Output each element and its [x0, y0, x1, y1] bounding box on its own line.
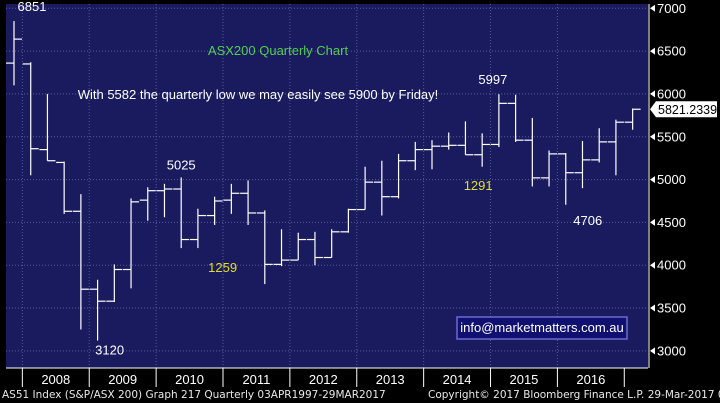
contact-box-frame — [456, 316, 628, 340]
ohlc-bar — [373, 160, 390, 216]
ohlc-bar — [256, 210, 273, 285]
annotation-label: 1291 — [464, 178, 493, 193]
ohlc-bar — [591, 128, 608, 163]
x-tick-label: 2009 — [108, 372, 137, 387]
annotation-label: 1259 — [208, 260, 237, 275]
gridlines — [6, 4, 648, 368]
y-tick-marker — [650, 4, 655, 12]
ohlc-bar — [457, 121, 474, 156]
ohlc-bar — [357, 166, 374, 211]
y-tick-label: 7000 — [657, 1, 686, 16]
ohlc-bar — [290, 232, 307, 261]
ohlc-bar — [507, 94, 524, 142]
ohlc-bar — [474, 133, 491, 167]
ohlc-bar — [106, 264, 123, 303]
x-axis-band — [0, 368, 720, 387]
contact-email[interactable]: info@marketmatters.com.au — [460, 320, 623, 335]
y-axis-band — [648, 0, 720, 387]
ohlc-bar — [541, 150, 558, 187]
annotation-label: 4706 — [573, 213, 602, 228]
ohlc-bar — [323, 229, 340, 259]
y-tick-label: 5000 — [657, 172, 686, 187]
ohlc-bar — [407, 141, 424, 171]
y-tick-marker — [650, 261, 655, 269]
ohlc-bar — [524, 117, 541, 187]
ohlc-bar — [390, 153, 407, 199]
annotation-label: 5025 — [167, 157, 196, 172]
y-tick-marker — [650, 47, 655, 55]
ohlc-bar — [206, 196, 223, 225]
ohlc-bar — [139, 187, 156, 221]
x-tick-label: 2012 — [309, 372, 338, 387]
x-tick-label: 2014 — [443, 372, 472, 387]
y-tick-marker — [650, 176, 655, 184]
ohlc-bar — [223, 183, 240, 214]
y-tick-marker — [650, 90, 655, 98]
footer: AS51 Index (S&P/ASX 200) Graph 217 Quart… — [0, 387, 720, 403]
plot-area — [6, 4, 648, 368]
y-tick-marker — [650, 304, 655, 312]
ohlc-bar — [306, 231, 323, 266]
ohlc-bar — [340, 208, 357, 233]
y-tick-label: 3000 — [657, 343, 686, 358]
y-tick-marker — [650, 347, 655, 355]
x-tick-label: 2008 — [41, 372, 70, 387]
annotation-label: 3120 — [95, 343, 124, 358]
ohlc-bar — [89, 279, 106, 341]
y-tick-label: 6500 — [657, 44, 686, 59]
x-tick-label: 2016 — [576, 372, 605, 387]
ohlc-bars — [6, 21, 641, 341]
footer-copyright: Copyright© 2017 Bloomberg Finance L.P. 2… — [428, 389, 720, 401]
last-value-tag: 5821.2339 — [650, 101, 717, 118]
ohlc-bar — [156, 183, 173, 218]
ohlc-bar — [6, 21, 22, 86]
ohlc-bar — [440, 132, 457, 150]
chart-title: ASX200 Quarterly Chart — [208, 43, 349, 58]
y-tick-label: 6000 — [657, 86, 686, 101]
contact-box[interactable]: info@marketmatters.com.au — [456, 316, 628, 340]
footer-source: AS51 Index (S&P/ASX 200) Graph 217 Quart… — [2, 389, 386, 401]
ohlc-bar — [72, 194, 89, 330]
annotation-label: 6851 — [18, 0, 47, 14]
ohlc-bar — [424, 140, 440, 170]
last-value-marker — [650, 101, 717, 118]
y-axis: 3000 3500 4000 4500 5000 5500 6000 6500 7000 — [648, 0, 720, 387]
ohlc-bar — [624, 108, 641, 130]
ohlc-bar — [189, 208, 206, 249]
annotation-label: 5997 — [478, 72, 507, 87]
x-tick-label: 2013 — [376, 372, 405, 387]
x-tick-label: 2015 — [509, 372, 538, 387]
annotations: 6851 3120 5025 1259 5997 1291 4706 — [18, 0, 603, 358]
x-tick-label: 2010 — [175, 372, 204, 387]
ohlc-bar — [39, 93, 56, 162]
ohlc-bar — [123, 198, 140, 289]
ohlc-bar — [173, 177, 190, 249]
y-tick-label: 4500 — [657, 215, 686, 230]
y-tick-marker — [650, 133, 655, 141]
ohlc-bar — [557, 153, 574, 205]
last-value-label: 5821.2339 — [658, 103, 717, 117]
ohlc-bar — [22, 62, 39, 176]
chart-subtitle: With 5582 the quarterly low we may easil… — [78, 87, 439, 102]
x-axis: 2008 2009 2010 2011 2012 2013 2014 2015 2016 — [0, 367, 720, 387]
ohlc-bar — [56, 161, 73, 214]
x-tick-label: 2011 — [242, 372, 270, 387]
ohlc-bar — [240, 180, 257, 225]
y-tick-marker — [650, 218, 655, 226]
ohlc-bar — [490, 94, 507, 148]
ohlc-bar — [607, 119, 624, 176]
y-tick-label: 4000 — [657, 258, 686, 273]
ohlc-bar — [574, 141, 591, 189]
y-tick-label: 5500 — [657, 129, 686, 144]
y-tick-label: 3500 — [657, 301, 686, 316]
ohlc-bar — [273, 229, 290, 267]
